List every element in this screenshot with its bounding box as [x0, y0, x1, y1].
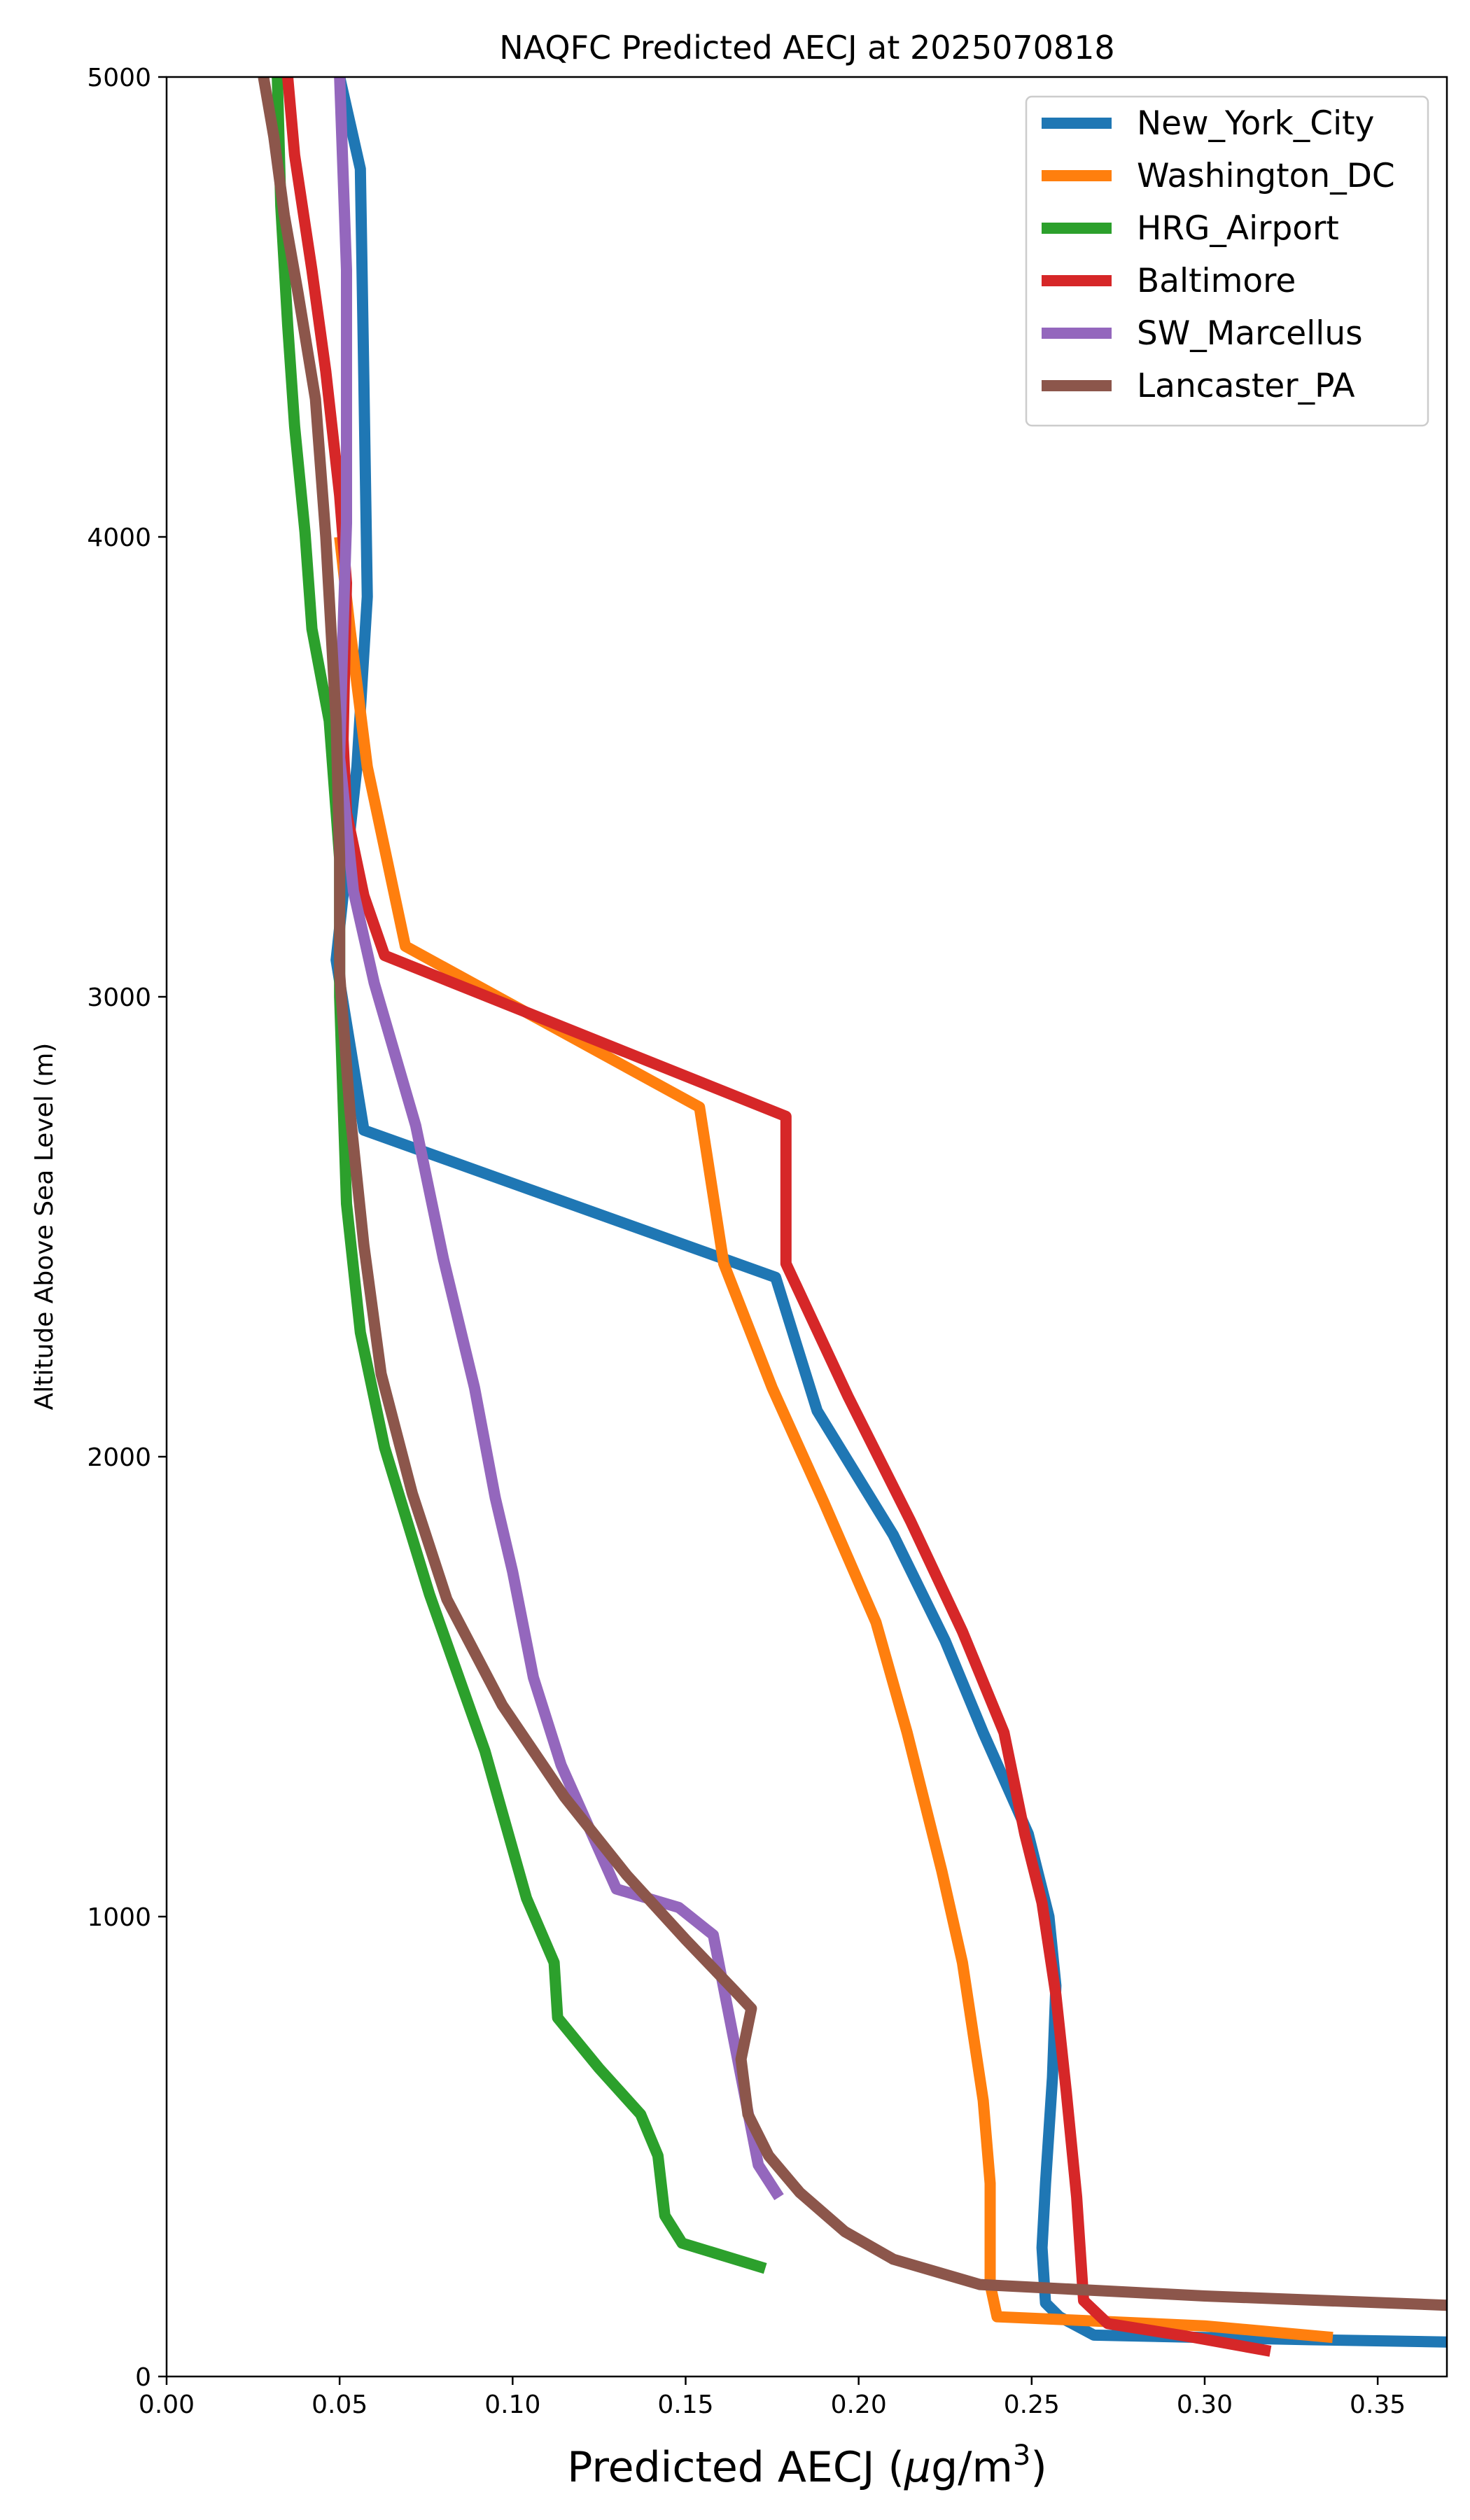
- y-tick-label: 5000: [87, 64, 151, 92]
- x-tick-label: 0.15: [657, 2390, 713, 2419]
- x-axis-label-mu: μ: [904, 2443, 931, 2492]
- plot-frame: [165, 76, 1448, 2378]
- y-axis-ticks: 0 1000 2000 3000 4000 5000: [87, 64, 167, 2392]
- y-tick-label: 4000: [87, 524, 151, 552]
- x-axis-label: Predicted AECJ (μg/m3): [567, 2440, 1047, 2492]
- x-axis-ticks: 0.00 0.05 0.10 0.15 0.20 0.25 0.30 0.35: [139, 2376, 1406, 2419]
- legend: New_York_City Washington_DC HRG_Airport Bal…: [1025, 95, 1429, 427]
- legend-label: SW_Marcellus: [1137, 314, 1363, 353]
- legend-box: [1025, 95, 1429, 427]
- series-line-hrg-airport: [272, 77, 767, 2274]
- x-axis-label-unit: g/m: [931, 2443, 1013, 2492]
- x-tick-label: 0.00: [139, 2390, 195, 2419]
- x-tick-label: 0.20: [831, 2390, 887, 2419]
- legend-label: Lancaster_PA: [1137, 367, 1355, 405]
- legend-label: New_York_City: [1137, 104, 1374, 143]
- y-tick-label: 1000: [87, 1903, 151, 1932]
- series-layer: [258, 77, 1447, 2357]
- y-tick-label: 2000: [87, 1443, 151, 1472]
- chart-title: NAQFC Predicted AECJ at 2025070818: [499, 29, 1114, 66]
- legend-label: Washington_DC: [1137, 157, 1395, 195]
- x-tick-label: 0.25: [1004, 2390, 1060, 2419]
- legend-label: HRG_Airport: [1137, 209, 1339, 248]
- series-line-baltimore: [282, 77, 1272, 2357]
- x-tick-label: 0.35: [1350, 2390, 1406, 2419]
- x-tick-label: 0.30: [1177, 2390, 1233, 2419]
- series-line-sw-marcellus: [334, 77, 784, 2201]
- x-tick-label: 0.10: [484, 2390, 540, 2419]
- y-tick-label: 3000: [87, 983, 151, 1012]
- x-axis-label-main: Predicted AECJ (: [567, 2443, 904, 2492]
- series-line-lancaster-pa: [258, 77, 1447, 2311]
- y-axis-label: Altitude Above Sea Level (m): [30, 1043, 59, 1410]
- x-axis-label-close: ): [1030, 2443, 1046, 2492]
- x-tick-label: 0.05: [312, 2390, 368, 2419]
- y-tick-label: 0: [135, 2363, 151, 2392]
- x-axis-label-superscript: 3: [1013, 2440, 1030, 2472]
- legend-label: Baltimore: [1137, 262, 1296, 300]
